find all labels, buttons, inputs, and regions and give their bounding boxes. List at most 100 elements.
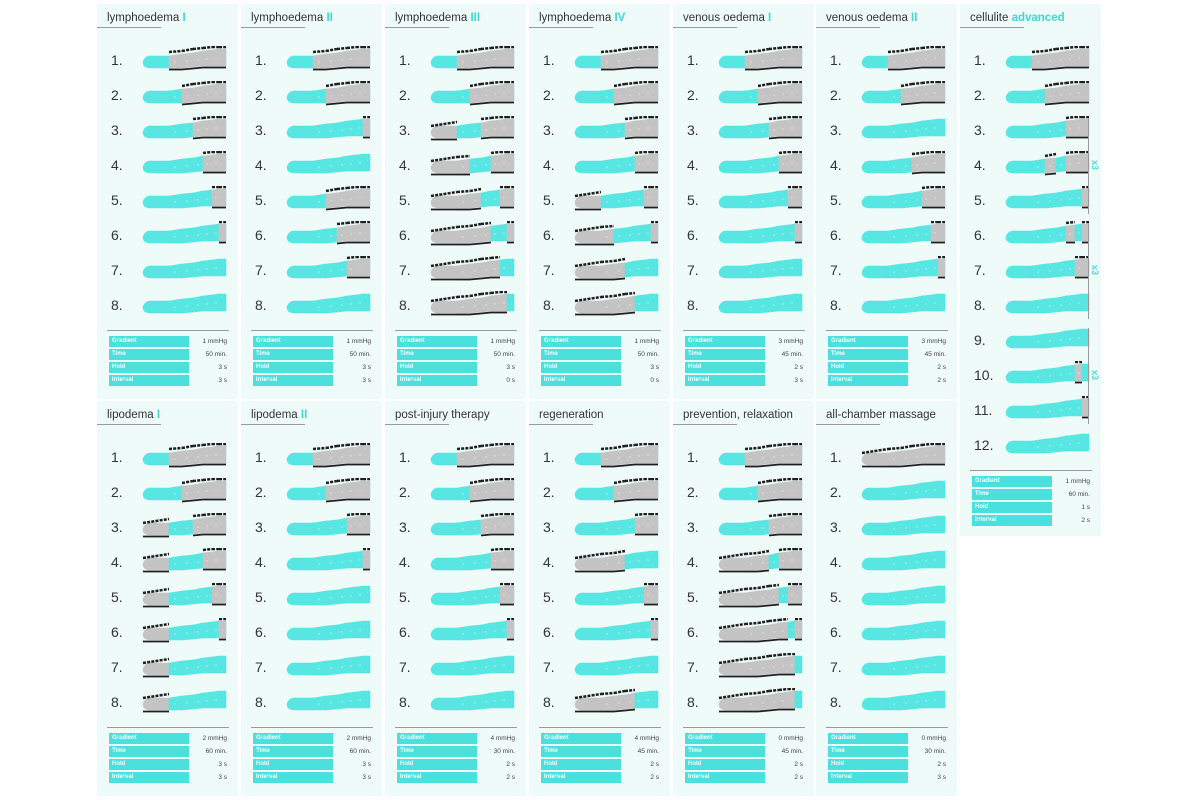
table-divider xyxy=(683,727,805,728)
param-label: Gradient xyxy=(541,733,621,744)
step-row: 2. xyxy=(241,81,382,111)
repeat-bracket xyxy=(1088,118,1089,214)
title-underline xyxy=(529,27,593,28)
leg-cuff-icon xyxy=(1005,328,1090,349)
table-divider xyxy=(539,727,661,728)
param-label: Hold xyxy=(828,362,908,373)
step-row: 3. xyxy=(385,513,526,543)
leg-cuff-icon xyxy=(142,478,227,503)
step-number: 2. xyxy=(255,87,267,103)
step-row: 2. xyxy=(673,81,814,111)
param-label: Interval xyxy=(972,515,1052,526)
leg-cuff-icon xyxy=(574,549,659,573)
step-row: 8. xyxy=(673,688,814,718)
step-number: 3. xyxy=(830,122,842,138)
step-number: 4. xyxy=(111,554,123,570)
param-row: Gradient 1 mmHg xyxy=(972,476,1090,487)
step-number: 5. xyxy=(399,589,411,605)
param-value: 1 mmHg xyxy=(490,338,515,345)
step-number: 11. xyxy=(974,402,993,418)
leg-cuff-icon xyxy=(574,655,659,676)
program-title: lymphoedema II xyxy=(251,12,333,24)
program-title: cellulite advanced xyxy=(970,12,1065,24)
param-row: Hold 3 s xyxy=(541,362,659,373)
step-number: 8. xyxy=(255,297,267,313)
step-row: 7. xyxy=(241,653,382,683)
param-value: 2 s xyxy=(937,377,946,384)
param-label: Time xyxy=(541,349,621,360)
step-row: 3. xyxy=(960,116,1101,146)
step-row: 2. xyxy=(816,478,957,508)
param-value: 4 mmHg xyxy=(490,735,515,742)
step-number: 1. xyxy=(255,449,267,465)
param-row: Time 50 min. xyxy=(397,349,515,360)
param-row: Interval 3 s xyxy=(828,772,946,783)
step-number: 1. xyxy=(399,52,411,68)
leg-cuff-icon xyxy=(142,46,227,71)
step-number: 7. xyxy=(111,262,123,278)
leg-cuff-icon xyxy=(430,186,515,211)
leg-cuff-icon xyxy=(718,548,803,573)
leg-cuff-icon xyxy=(142,293,227,314)
step-number: 3. xyxy=(255,122,267,138)
step-row: 4. xyxy=(385,151,526,181)
leg-cuff-icon xyxy=(574,583,659,606)
step-number: 5. xyxy=(687,192,699,208)
step-number: 8. xyxy=(687,694,699,710)
title-underline xyxy=(673,424,737,425)
step-row: 7. xyxy=(241,256,382,286)
step-number: 2. xyxy=(830,484,842,500)
leg-cuff-icon xyxy=(574,186,659,211)
step-number: 3. xyxy=(543,519,555,535)
param-row: Interval 3 s xyxy=(109,772,227,783)
leg-cuff-icon xyxy=(861,221,946,244)
program-card: cellulite advanced 1. 2. 3. 4. 5. 6. 7. 8. 9. 10. 1… xyxy=(960,4,1101,536)
program-card: venous oedema II 1. 2. 3. 4. 5. 6. 7. 8. Gradient… xyxy=(816,4,957,399)
step-number: 6. xyxy=(399,624,411,640)
step-row: 3. xyxy=(241,513,382,543)
param-label: Interval xyxy=(253,772,333,783)
param-label: Hold xyxy=(253,759,333,770)
step-row: 2. xyxy=(673,478,814,508)
step-row: 6. xyxy=(529,618,670,648)
param-row: Time 60 min. xyxy=(253,746,371,757)
title-underline xyxy=(241,424,305,425)
step-number: 9. xyxy=(974,332,986,348)
step-row: 7. xyxy=(673,653,814,683)
leg-cuff-icon xyxy=(1005,293,1090,314)
param-label: Gradient xyxy=(109,336,189,347)
param-value: 2 s xyxy=(794,761,803,768)
leg-cuff-icon xyxy=(142,186,227,209)
program-card: lymphoedema I 1. 2. 3. 4. 5. 6. 7. 8. Gradient 1 m… xyxy=(97,4,238,399)
step-number: 2. xyxy=(974,87,986,103)
table-divider xyxy=(107,330,229,331)
step-number: 5. xyxy=(543,192,555,208)
step-row: 12. xyxy=(960,431,1101,461)
table-divider xyxy=(251,330,373,331)
leg-cuff-icon xyxy=(718,81,803,106)
step-number: 2. xyxy=(687,87,699,103)
param-row: Interval 0 s xyxy=(397,375,515,386)
param-label: Interval xyxy=(109,375,189,386)
step-number: 1. xyxy=(543,449,555,465)
param-row: Time 60 min. xyxy=(109,746,227,757)
param-label: Hold xyxy=(828,759,908,770)
param-label: Gradient xyxy=(253,733,333,744)
param-row: Interval 0 s xyxy=(541,375,659,386)
param-row: Hold 3 s xyxy=(109,759,227,770)
step-number: 7. xyxy=(687,262,699,278)
step-number: 5. xyxy=(399,192,411,208)
param-row: Hold 2 s xyxy=(828,362,946,373)
step-row: 3. xyxy=(529,116,670,146)
step-number: 7. xyxy=(255,659,267,675)
program-level: IV xyxy=(614,12,626,24)
param-value: 1 s xyxy=(1081,504,1090,511)
leg-cuff-icon xyxy=(574,513,659,536)
step-row: 1. xyxy=(241,46,382,76)
leg-cuff-icon xyxy=(286,81,371,106)
leg-cuff-icon xyxy=(1005,433,1090,454)
param-label: Hold xyxy=(541,759,621,770)
param-label: Hold xyxy=(685,759,765,770)
step-number: 1. xyxy=(974,52,986,68)
param-label: Gradient xyxy=(109,733,189,744)
